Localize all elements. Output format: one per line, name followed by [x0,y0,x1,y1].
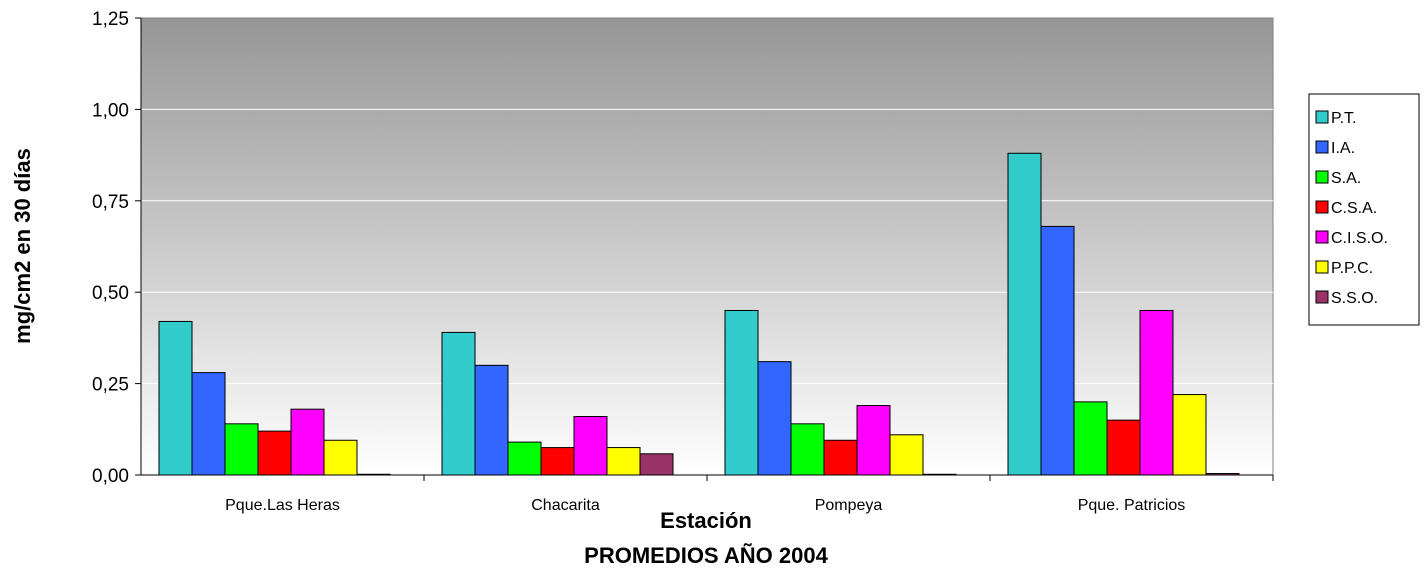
x-axis-title: Estación [660,508,752,533]
bar-csa [1106,419,1141,476]
bar-sa [1073,401,1108,476]
bar-sa [790,423,825,476]
x-category-label: Pompeya [815,497,883,514]
plot-area [140,17,1274,476]
legend: P.T. I.A. S.A. C.S.A. C.I.S.O. P.P.C. S.S.O. [1308,93,1420,326]
axes [135,17,1274,481]
y-tick-label: 1,25 [92,9,129,30]
legend-swatch [1315,230,1329,244]
y-tick-label: 0,25 [92,375,129,396]
gridlines [141,108,1273,385]
bar-sa [507,441,542,476]
bar-pt [1007,152,1042,476]
x-category-labels: Pque.Las Heras Chacarita Pompeya Pque. Patr… [225,497,1185,514]
bar-ppc [1172,394,1207,476]
legend-label: P.P.C. [1331,260,1373,277]
legend-label: C.I.S.O. [1331,230,1388,247]
bars [158,152,1240,476]
legend-label: P.T. [1331,110,1357,127]
legend-swatch [1315,110,1329,124]
legend-swatch [1315,260,1329,274]
legend-label: I.A. [1331,140,1355,157]
bar-ia [757,361,792,476]
legend-label: S.A. [1331,170,1361,187]
legend-swatch [1315,140,1329,154]
bar-ppc [889,434,924,476]
bar-pt [158,320,193,476]
bar-ia [1040,225,1075,476]
bar-ciso [290,408,325,476]
bar-sa [224,423,259,476]
bar-pt [724,309,759,476]
y-axis-title: mg/cm2 en 30 días [10,148,35,344]
bar-csa [823,439,858,476]
legend-label: C.S.A. [1331,200,1377,217]
y-tick-label: 1,00 [92,100,129,121]
y-tick-label: 0,00 [92,466,129,487]
x-category-label: Pque. Patricios [1078,497,1186,514]
bar-csa [257,430,292,476]
bar-ppc [606,447,641,476]
legend-swatch [1315,170,1329,184]
bar-csa [540,447,575,476]
x-category-label: Chacarita [531,497,600,514]
legend-swatch [1315,200,1329,214]
bar-ciso [573,416,608,476]
bar-ciso [856,405,891,476]
bar-ciso [1139,309,1174,476]
bar-ppc [323,439,358,476]
bar-ia [191,372,226,476]
bar-sso [639,453,674,476]
y-tick-labels: 0,00 0,25 0,50 0,75 1,00 1,25 [92,9,129,487]
legend-label: S.S.O. [1331,290,1378,307]
bar-ia [474,364,509,476]
bar-pt [441,331,476,476]
chart-subtitle: PROMEDIOS AÑO 2004 [584,543,828,568]
x-category-label: Pque.Las Heras [225,497,340,514]
y-tick-label: 0,50 [92,283,129,304]
legend-swatch [1315,290,1329,304]
y-tick-label: 0,75 [92,192,129,213]
